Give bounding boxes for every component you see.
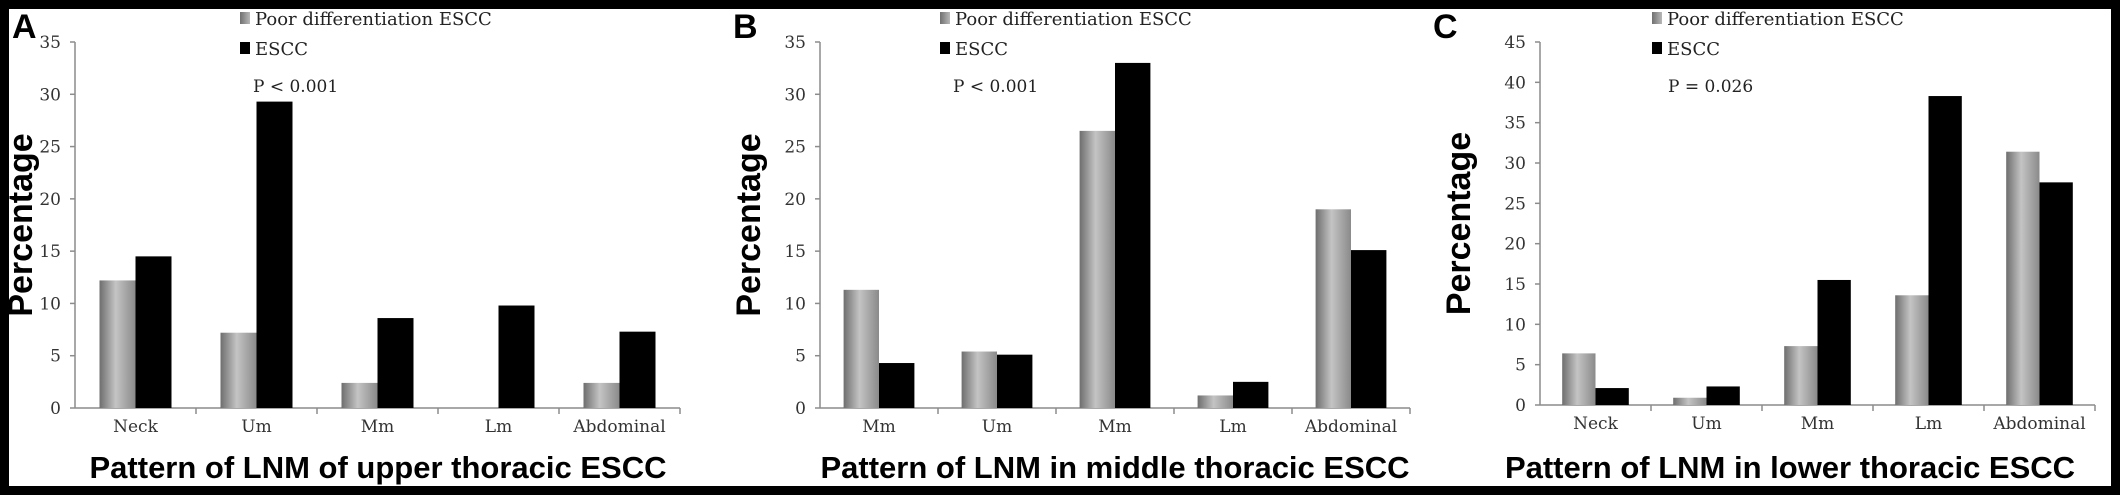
chart-panel-c: C 0 5 10 15 20 25 30 35 40 45 Neck Um Mm Lm Abdominal Po… bbox=[1433, 8, 2096, 485]
y-tick-label: 30 bbox=[1504, 154, 1526, 174]
p-value-annotation: P < 0.001 bbox=[253, 77, 338, 97]
x-category-label: Neck bbox=[113, 417, 158, 437]
bar-poor-differentiation-lm bbox=[1197, 395, 1233, 408]
bar-poor-differentiation-neck bbox=[99, 280, 136, 408]
bar-escc-mm bbox=[879, 363, 915, 408]
y-axis-title: Percentage bbox=[1440, 132, 1478, 315]
bar-poor-differentiation-abdominal bbox=[1315, 209, 1351, 408]
y-tick-label: 45 bbox=[1504, 33, 1526, 53]
y-tick-label: 15 bbox=[784, 242, 806, 262]
y-tick-label: 0 bbox=[50, 399, 61, 419]
bar-poor-differentiation-mm bbox=[341, 382, 378, 408]
p-value-annotation: P = 0.026 bbox=[1668, 77, 1753, 97]
x-category-label: Abdominal bbox=[1304, 417, 1397, 437]
bar-escc-abdominal bbox=[1351, 250, 1387, 408]
y-tick-label: 10 bbox=[39, 294, 61, 314]
legend-swatch bbox=[240, 12, 250, 24]
y-tick-label: 5 bbox=[50, 347, 61, 367]
bar-escc-neck bbox=[135, 256, 172, 408]
y-tick-label: 15 bbox=[1504, 275, 1526, 295]
bar-escc-mm bbox=[377, 318, 414, 408]
x-category-label: Um bbox=[1691, 414, 1721, 434]
bar-escc-lm bbox=[498, 305, 535, 408]
y-tick-label: 0 bbox=[795, 399, 806, 419]
bar-poor-differentiation-mm bbox=[1784, 346, 1818, 405]
legend-swatch bbox=[240, 42, 250, 54]
bar-escc-lm bbox=[1233, 381, 1269, 408]
chart-panel-a: A 0 5 10 15 20 25 30 35 Neck Um Mm Lm Abdominal Poor d… bbox=[2, 8, 681, 485]
bar-escc-abdominal bbox=[619, 331, 656, 408]
legend-label: ESCC bbox=[955, 39, 1008, 60]
x-category-label: Um bbox=[982, 417, 1012, 437]
legend-swatch bbox=[940, 12, 950, 24]
y-tick-label: 10 bbox=[784, 294, 806, 314]
panel-letter: C bbox=[1433, 8, 1458, 46]
legend-label: ESCC bbox=[1667, 39, 1720, 60]
bar-poor-differentiation-abdominal bbox=[583, 382, 620, 408]
x-axis-title: Pattern of LNM of upper thoracic ESCC bbox=[90, 450, 667, 485]
x-category-label: Lm bbox=[1915, 414, 1942, 434]
y-tick-label: 35 bbox=[39, 33, 61, 53]
x-category-label: Abdominal bbox=[572, 417, 665, 437]
y-tick-label: 20 bbox=[1504, 235, 1526, 255]
bar-escc-lm bbox=[1928, 96, 1962, 406]
bar-poor-differentiation-um bbox=[961, 351, 997, 408]
bar-poor-differentiation-um bbox=[1673, 397, 1707, 405]
bar-escc-um bbox=[1706, 386, 1740, 405]
p-value-annotation: P < 0.001 bbox=[953, 77, 1038, 97]
y-tick-label: 40 bbox=[1504, 73, 1526, 93]
panel-letter: B bbox=[733, 8, 758, 46]
legend-label: Poor differentiation ESCC bbox=[255, 9, 492, 30]
bar-poor-differentiation-lm bbox=[1895, 295, 1929, 405]
x-category-label: Lm bbox=[1219, 417, 1246, 437]
x-axis-title: Pattern of LNM in middle thoracic ESCC bbox=[820, 450, 1409, 485]
legend-label: Poor differentiation ESCC bbox=[1667, 9, 1904, 30]
y-tick-label: 35 bbox=[1504, 114, 1526, 134]
x-axis-title: Pattern of LNM in lower thoracic ESCC bbox=[1505, 450, 2075, 485]
x-category-label: Um bbox=[241, 417, 271, 437]
bar-poor-differentiation-neck bbox=[1562, 353, 1596, 405]
x-category-label: Mm bbox=[1098, 417, 1132, 437]
y-tick-label: 5 bbox=[795, 347, 806, 367]
bar-poor-differentiation-mm bbox=[1079, 130, 1115, 408]
y-axis-title: Percentage bbox=[730, 133, 768, 316]
y-tick-label: 15 bbox=[39, 242, 61, 262]
x-category-label: Abdominal bbox=[1992, 414, 2085, 434]
y-tick-label: 20 bbox=[39, 190, 61, 210]
x-category-label: Mm bbox=[361, 417, 395, 437]
panel-letter: A bbox=[12, 8, 37, 46]
legend-label: Poor differentiation ESCC bbox=[955, 9, 1192, 30]
legend-swatch bbox=[1652, 12, 1662, 24]
bar-poor-differentiation-abdominal bbox=[2006, 151, 2040, 405]
bar-escc-neck bbox=[1595, 388, 1629, 405]
y-tick-label: 30 bbox=[39, 85, 61, 105]
bar-escc-mm bbox=[1115, 62, 1151, 409]
y-tick-label: 20 bbox=[784, 190, 806, 210]
x-category-label: Neck bbox=[1573, 414, 1618, 434]
bar-escc-mm bbox=[1817, 279, 1851, 405]
legend-swatch bbox=[940, 42, 950, 54]
bar-escc-um bbox=[997, 354, 1033, 408]
y-tick-label: 0 bbox=[1515, 396, 1526, 416]
chart-panel-b: B 0 5 10 15 20 25 30 35 Mm Um Mm Lm Abdominal Poor dif… bbox=[730, 8, 1411, 485]
y-tick-label: 5 bbox=[1515, 356, 1526, 376]
y-tick-label: 10 bbox=[1504, 315, 1526, 335]
y-tick-label: 25 bbox=[784, 138, 806, 158]
y-axis-title: Percentage bbox=[2, 133, 40, 316]
y-tick-label: 35 bbox=[784, 33, 806, 53]
x-category-label: Mm bbox=[1801, 414, 1835, 434]
bar-poor-differentiation-mm bbox=[843, 289, 879, 408]
x-category-label: Mm bbox=[862, 417, 896, 437]
bar-escc-abdominal bbox=[2039, 182, 2073, 405]
y-tick-label: 30 bbox=[784, 85, 806, 105]
bar-poor-differentiation-um bbox=[220, 332, 257, 408]
y-tick-label: 25 bbox=[1504, 194, 1526, 214]
y-tick-label: 25 bbox=[39, 138, 61, 158]
legend-label: ESCC bbox=[255, 39, 308, 60]
bar-escc-um bbox=[256, 101, 293, 408]
x-category-label: Lm bbox=[485, 417, 512, 437]
legend-swatch bbox=[1652, 42, 1662, 54]
